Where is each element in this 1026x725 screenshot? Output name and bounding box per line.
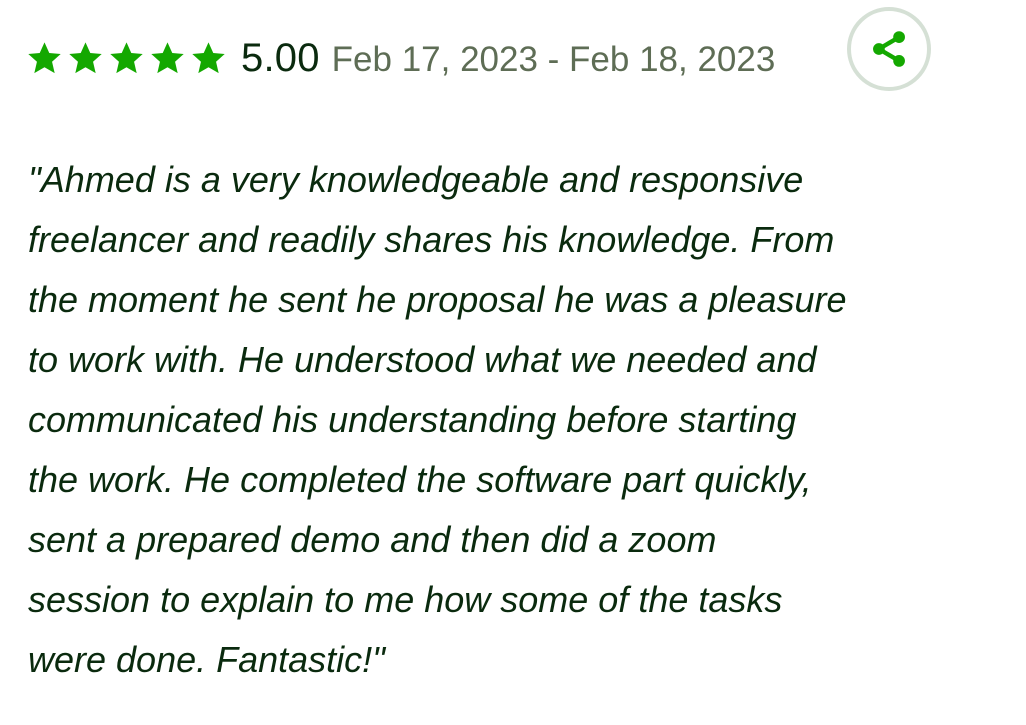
review-text-line: the moment he sent he proposal he was a … — [28, 279, 847, 320]
rating-score: 5.00 — [241, 35, 320, 80]
review-text-line: were done. Fantastic!" — [28, 639, 385, 680]
review-text-line: freelancer and readily shares his knowle… — [28, 219, 835, 260]
share-icon — [867, 27, 911, 71]
review-text-line: sent a prepared demo and then did a zoom — [28, 519, 717, 560]
review-text-line: "Ahmed is a very knowledgeable and respo… — [28, 159, 804, 200]
star-icon — [26, 40, 63, 77]
review-text: "Ahmed is a very knowledgeable and respo… — [28, 150, 1018, 690]
star-icon — [190, 40, 227, 77]
review-text-line: the work. He completed the software part… — [28, 459, 812, 500]
review-text-line: communicated his understanding before st… — [28, 399, 797, 440]
star-rating — [26, 40, 227, 77]
star-icon — [149, 40, 186, 77]
review-text-line: to work with. He understood what we need… — [28, 339, 817, 380]
review-date-range: Feb 17, 2023 - Feb 18, 2023 — [331, 40, 776, 79]
share-button[interactable] — [847, 7, 931, 91]
star-icon — [67, 40, 104, 77]
star-icon — [108, 40, 145, 77]
review-header: 5.00 Feb 17, 2023 - Feb 18, 2023 — [26, 30, 775, 86]
review-text-line: session to explain to me how some of the… — [28, 579, 783, 620]
